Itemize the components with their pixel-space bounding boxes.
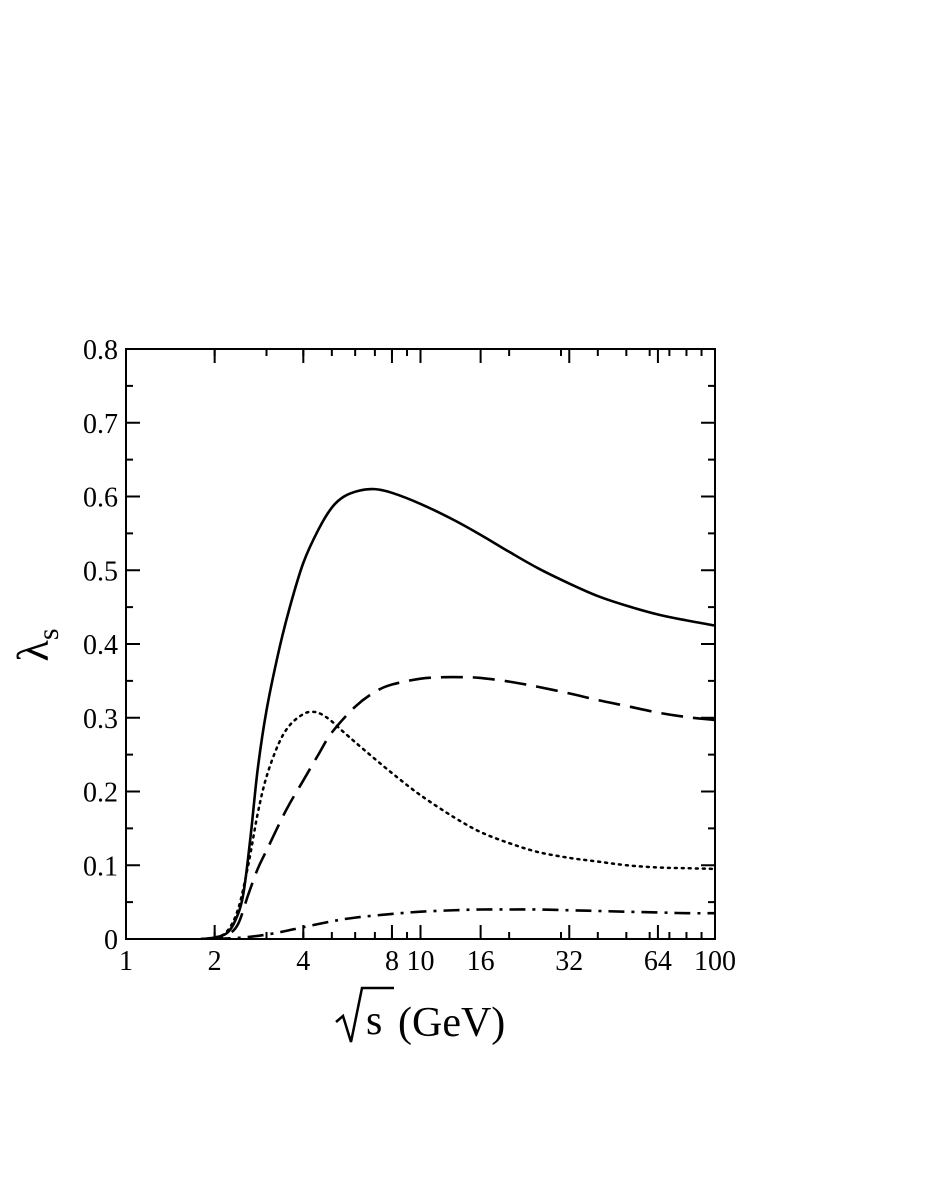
sqrt-radical-icon bbox=[335, 986, 394, 1043]
x-tick-label: 1 bbox=[119, 946, 133, 977]
y-tick-label: 0.5 bbox=[83, 556, 118, 587]
x-tick-label: 16 bbox=[467, 946, 495, 977]
y-tick-label: 0.3 bbox=[83, 704, 118, 735]
ticks-layer bbox=[125, 348, 716, 940]
series-line-dashed bbox=[201, 675, 715, 939]
x-tick-label: 32 bbox=[555, 946, 583, 977]
y-axis-title: λs bbox=[9, 628, 65, 661]
x-tick-label: 100 bbox=[694, 946, 736, 977]
tick-labels: 0 0.1 0.2 0.3 0.4 0.5 0.6 0.7 0.8 1 2 4 8 10 16 32 64 100 bbox=[83, 335, 736, 977]
series-line-dotted bbox=[199, 710, 715, 939]
y-tick-label: 0.8 bbox=[83, 335, 118, 366]
plot-frame bbox=[125, 348, 716, 940]
svg-text:λs: λs bbox=[9, 628, 65, 661]
series-layer bbox=[199, 487, 715, 939]
x-tick-label: 8 bbox=[385, 946, 399, 977]
series-line-dash-dot bbox=[214, 908, 715, 939]
x-tick-label: 4 bbox=[296, 946, 310, 977]
x-axis-title: s (GeV) bbox=[335, 986, 505, 1046]
y-axis-subscript: s bbox=[32, 628, 65, 640]
x-axis-unit: (GeV) bbox=[398, 1000, 505, 1046]
y-axis-symbol: λ bbox=[9, 640, 58, 662]
series-line-solid bbox=[201, 487, 715, 939]
x-tick-label: 2 bbox=[208, 946, 222, 977]
y-tick-label: 0 bbox=[104, 925, 118, 956]
x-tick-label: 10 bbox=[407, 946, 435, 977]
x-axis-symbol: s bbox=[366, 998, 382, 1044]
y-tick-label: 0.4 bbox=[83, 630, 118, 661]
x-tick-label: 64 bbox=[644, 946, 672, 977]
y-tick-label: 0.7 bbox=[83, 409, 118, 440]
y-tick-label: 0.1 bbox=[83, 851, 118, 882]
y-tick-label: 0.6 bbox=[83, 483, 118, 514]
y-tick-label: 0.2 bbox=[83, 778, 118, 809]
